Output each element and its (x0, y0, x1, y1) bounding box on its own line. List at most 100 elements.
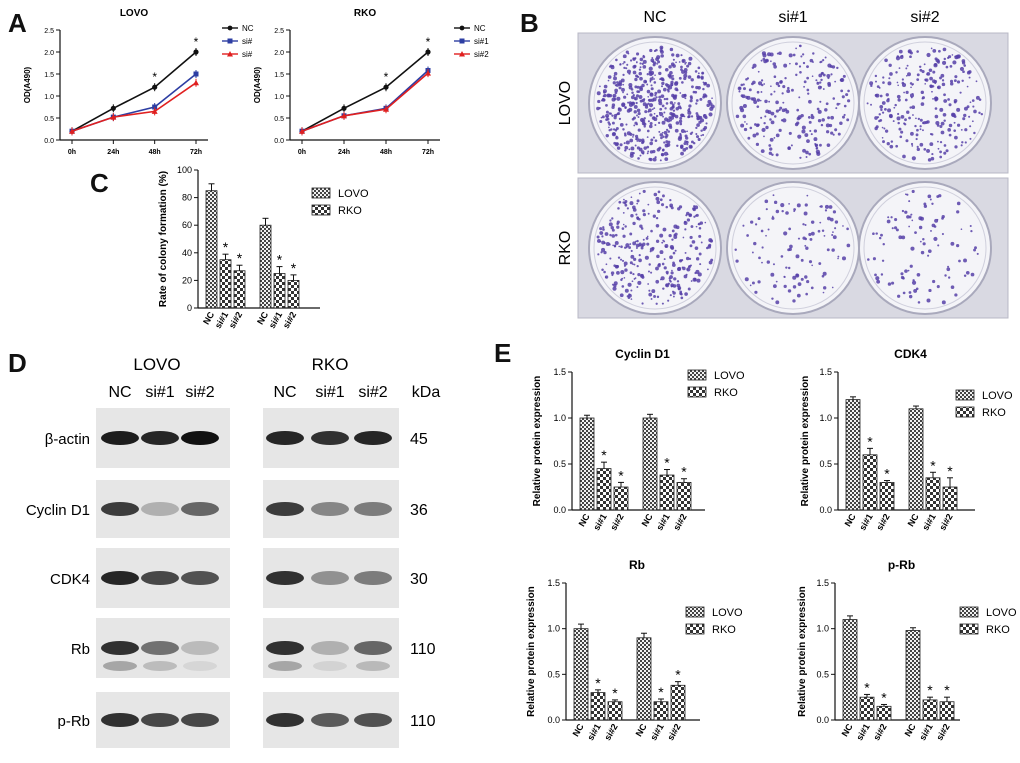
colony-dot (632, 133, 635, 136)
colony-dot (926, 120, 930, 124)
colony-dot (677, 266, 682, 271)
colony-dot (649, 124, 653, 129)
colony-dot (785, 266, 788, 269)
colony-dot (680, 54, 683, 57)
colony-dot (941, 300, 946, 305)
colony-dot (602, 97, 605, 100)
colony-dot (629, 232, 633, 236)
colony-dot (661, 148, 665, 152)
legend-swatch (311, 187, 331, 199)
colony-dot (933, 80, 938, 84)
colony-dot (643, 146, 647, 150)
colony-dot (970, 272, 975, 277)
colony-dot (611, 105, 615, 109)
colony-dot (669, 198, 672, 202)
colony-dot (916, 128, 919, 132)
colony-dot (635, 243, 640, 248)
bar (607, 701, 623, 721)
significance-star: * (675, 667, 681, 683)
colony-dot (680, 144, 684, 148)
y-axis-label: Relative protein expression (800, 376, 811, 507)
category-label: si#1 (213, 310, 230, 330)
colony-dot (624, 149, 627, 152)
legend-swatch (959, 606, 979, 618)
colony-dot (629, 201, 634, 206)
colony-dot (913, 288, 918, 293)
colony-dot (637, 157, 640, 160)
category-label: NC (906, 512, 921, 529)
colony-dot (607, 75, 612, 79)
colony-dot (944, 274, 947, 277)
colony-dot (784, 276, 786, 278)
colony-dot (638, 71, 642, 76)
legend-swatch (687, 386, 707, 398)
x-tick-label: 72h (422, 149, 434, 156)
colony-dot (963, 106, 968, 111)
colony-dot (644, 105, 649, 109)
colony-dot (659, 198, 663, 202)
colony-dot (769, 52, 774, 57)
colony-dot (702, 133, 705, 136)
colony-dot (804, 244, 807, 247)
y-tick-label: 1.5 (547, 578, 560, 588)
colony-dot (605, 263, 608, 266)
colony-dot (875, 93, 880, 98)
colony-dot (832, 210, 837, 214)
colony-dot (830, 131, 834, 135)
colony-dot (832, 231, 834, 234)
colony-dot (931, 133, 934, 136)
legend-swatch (311, 204, 331, 216)
colony-dot (742, 83, 745, 86)
colony-dot (922, 237, 925, 241)
colony-dot (646, 129, 650, 133)
protein-band (101, 571, 139, 585)
colony-dot (952, 60, 957, 65)
colony-dot (933, 225, 937, 228)
colony-dot (923, 147, 927, 151)
colony-dot (690, 225, 694, 228)
protein-band (311, 713, 349, 727)
colony-dot (605, 110, 609, 114)
colony-dot (901, 235, 906, 240)
colony-dot (946, 267, 951, 272)
colony-dot (976, 252, 979, 255)
colony-dot (897, 112, 900, 116)
colony-dot (642, 242, 646, 246)
colony-dot (681, 81, 684, 84)
colony-dot (895, 71, 898, 74)
colony-dot (644, 255, 649, 260)
colony-dot (660, 136, 663, 140)
colony-dot (906, 64, 909, 67)
colony-dot (599, 85, 601, 88)
colony-dot (676, 280, 680, 283)
colony-dot (680, 151, 684, 156)
colony-dot (842, 225, 844, 227)
legend-label: si#1 (474, 37, 489, 46)
colony-dot (669, 119, 672, 122)
category-label: NC (577, 512, 592, 529)
colony-dot (623, 66, 626, 70)
colony-dot (949, 79, 954, 83)
colony-dot (870, 84, 873, 88)
colony-dot (948, 133, 952, 137)
colony-dot (836, 102, 840, 106)
bar (287, 279, 300, 309)
category-label: si#2 (874, 512, 891, 532)
colony-dot (772, 284, 777, 289)
protein-band (141, 641, 179, 655)
colony-dot (755, 142, 760, 146)
colony-dot (611, 234, 616, 238)
colony-dot (632, 70, 637, 75)
colony-dot (954, 75, 958, 79)
colony-dot (787, 86, 790, 90)
category-label: si#1 (857, 512, 874, 532)
colony-dot (657, 190, 661, 194)
colony-dot (622, 73, 625, 77)
colony-dot (773, 75, 777, 79)
colony-dot (657, 60, 661, 64)
colony-dot (680, 68, 683, 72)
colony-dot (772, 62, 777, 66)
colony-dot (800, 258, 804, 262)
colony-dot (680, 296, 684, 300)
lane-label: si#1 (315, 384, 344, 401)
